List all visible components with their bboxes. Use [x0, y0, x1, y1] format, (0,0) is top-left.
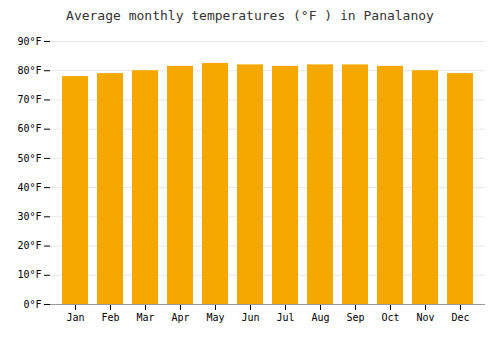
svg-text:80°F: 80°F: [17, 65, 41, 76]
svg-text:Jan: Jan: [66, 312, 84, 323]
svg-text:Mar: Mar: [136, 312, 154, 323]
svg-text:Sep: Sep: [346, 312, 364, 323]
svg-text:30°F: 30°F: [17, 211, 41, 222]
svg-text:40°F: 40°F: [17, 182, 41, 193]
svg-text:20°F: 20°F: [17, 240, 41, 251]
svg-text:50°F: 50°F: [17, 153, 41, 164]
svg-text:90°F: 90°F: [17, 36, 41, 47]
svg-text:60°F: 60°F: [17, 123, 41, 134]
svg-text:10°F: 10°F: [17, 269, 41, 280]
svg-text:May: May: [206, 312, 224, 323]
svg-text:Jul: Jul: [276, 312, 294, 323]
svg-text:Feb: Feb: [101, 312, 119, 323]
svg-text:Oct: Oct: [381, 312, 399, 323]
html-text:Average monthly temperatures (: Average monthly temperatures (°F ) in Pa…: [66, 8, 434, 23]
svg-text:Aug: Aug: [311, 312, 329, 323]
svg-text:0°F: 0°F: [23, 299, 41, 310]
svg-text:70°F: 70°F: [17, 94, 41, 105]
svg-text:Nov: Nov: [416, 312, 434, 323]
svg-text:Apr: Apr: [171, 312, 189, 323]
svg-text:Dec: Dec: [451, 312, 469, 323]
svg-text:Jun: Jun: [241, 312, 259, 323]
